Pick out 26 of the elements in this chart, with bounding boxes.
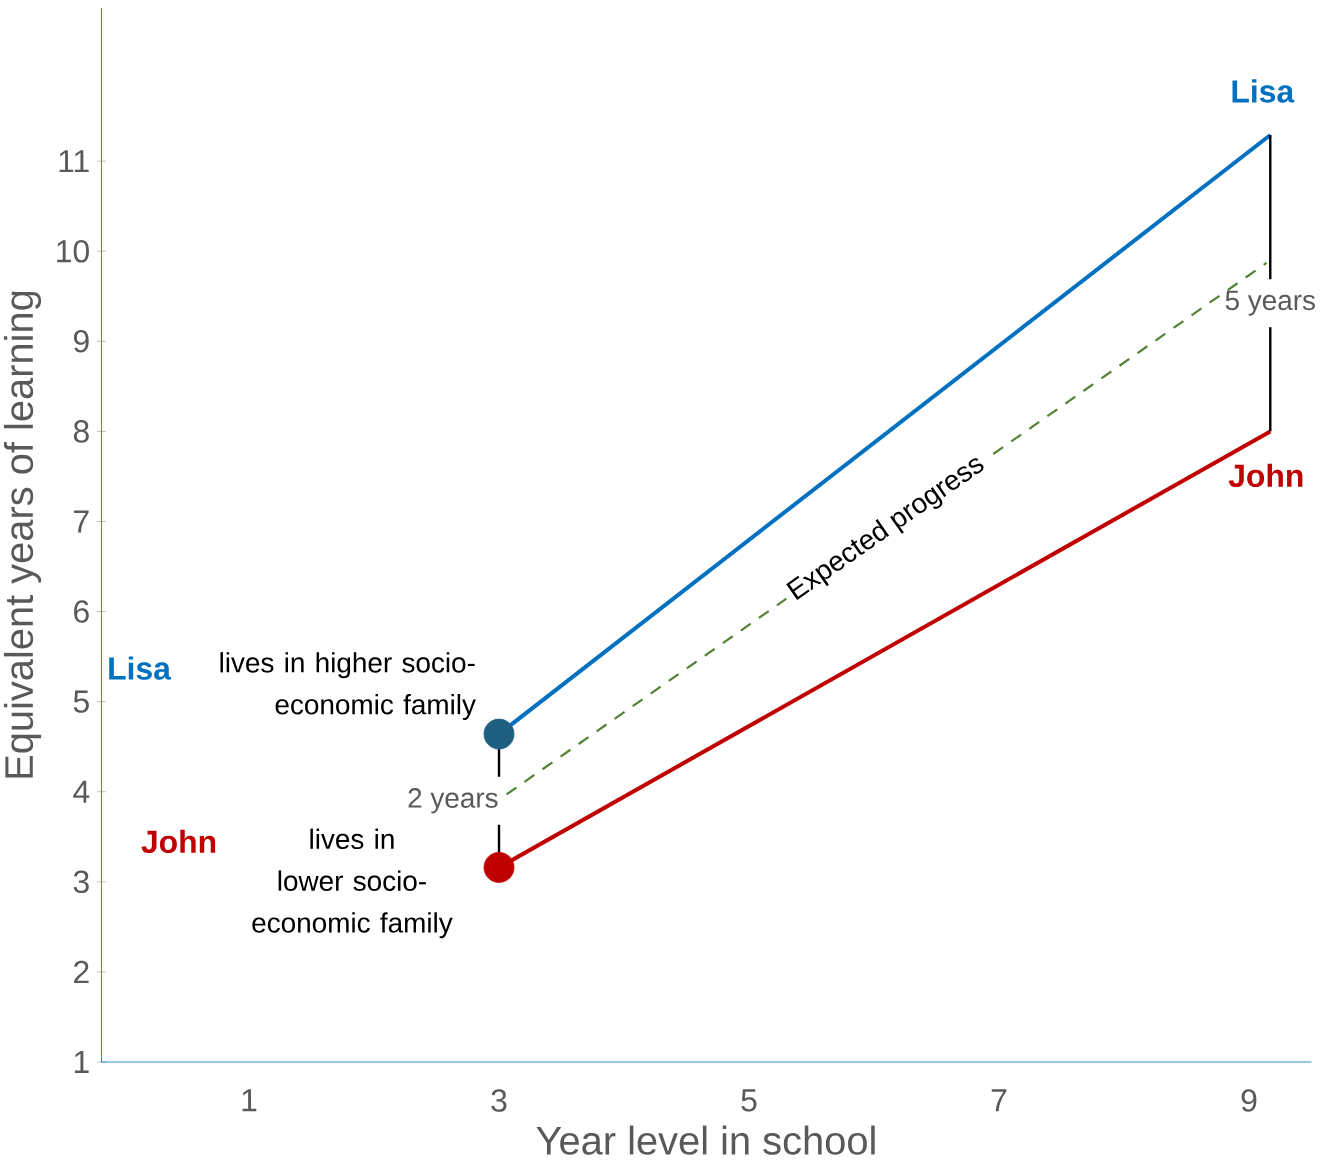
y-tick-label: 3: [73, 870, 89, 894]
annotation: 2 years: [408, 788, 498, 814]
y-tick-label: 9: [73, 330, 89, 353]
annotation: 5 years: [1225, 290, 1315, 316]
y-tick-label: 5: [73, 690, 89, 713]
y-tick-label: 10: [57, 239, 89, 263]
y-axis-title: Equivalent years of learning: [3, 291, 42, 778]
x-axis-title: Year level in school: [536, 1125, 875, 1155]
y-tick-label: 4: [73, 780, 90, 803]
x-tick-label: 9: [1241, 1089, 1257, 1112]
series-label: Lisa: [1232, 79, 1295, 103]
y-tick-label: 2: [74, 960, 89, 984]
x-tick-label: 5: [741, 1089, 757, 1112]
y-tick-label: 6: [74, 600, 89, 623]
text: Lisa: [109, 656, 172, 680]
series-label: John: [1228, 463, 1303, 488]
x-tick-label: 3: [491, 1089, 507, 1112]
y-tick-label: 7: [74, 510, 89, 533]
y-tick-label: 1: [74, 1051, 89, 1073]
y-tick-label: 11: [59, 150, 89, 173]
text: John: [141, 829, 216, 854]
annotation: lives in lower socio-economic family: [252, 828, 453, 939]
annotation: lives in higher socio-economic family: [220, 652, 476, 720]
x-tick-label: 7: [991, 1089, 1007, 1112]
y-tick-label: 8: [73, 420, 89, 443]
x-tick-label: 1: [242, 1089, 257, 1112]
